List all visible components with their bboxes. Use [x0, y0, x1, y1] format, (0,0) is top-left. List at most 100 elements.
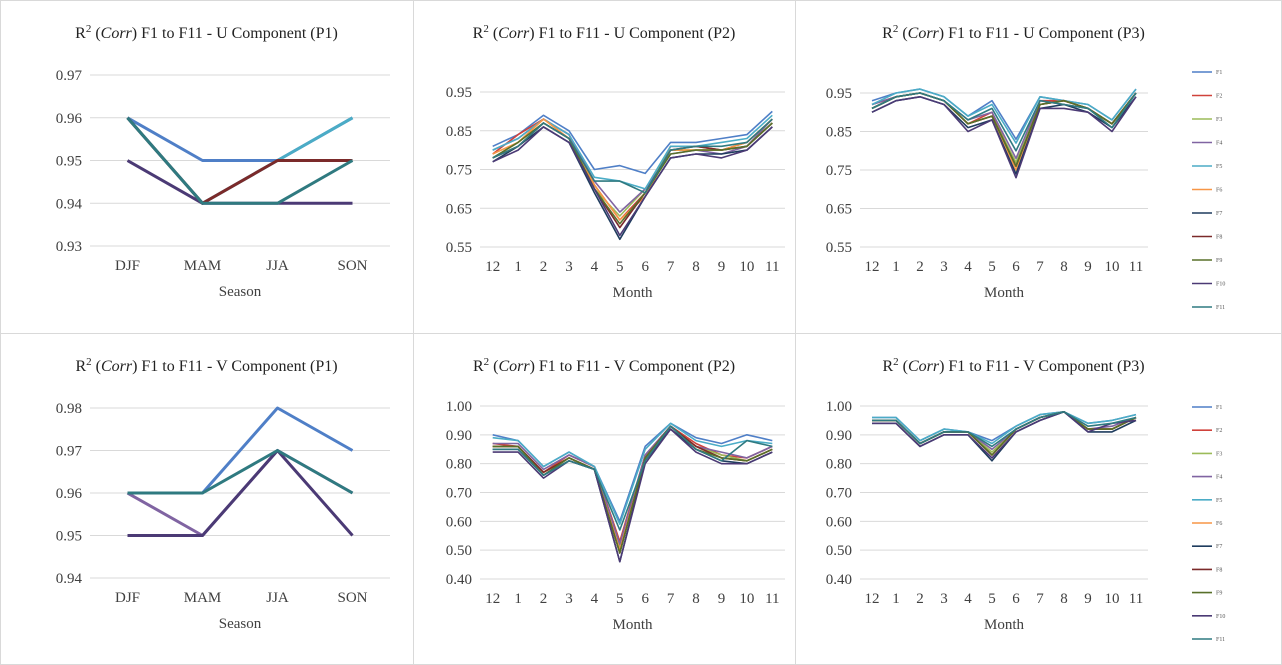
series-line-f10: [872, 410, 1137, 459]
legend-label: F3: [1216, 117, 1222, 123]
x-tick-label: 9: [1084, 259, 1092, 275]
legend-label: F10: [1216, 614, 1225, 620]
y-tick-label: 0.75: [826, 163, 852, 179]
y-tick-label: 0.97: [56, 68, 83, 84]
y-tick-label: 0.97: [56, 444, 83, 460]
y-tick-label: 0.65: [826, 202, 852, 218]
x-tick-label: JJA: [266, 258, 289, 274]
legend-label: F11: [1216, 305, 1225, 311]
legend-label: F7: [1216, 211, 1222, 217]
y-tick-label: 1.00: [826, 399, 852, 415]
x-tick-label: JJA: [266, 590, 289, 606]
chart-v-p1: R2 (Corr) F1 to F11 - V Component (P1) 0.…: [56, 356, 390, 632]
x-tick-label: 12: [865, 259, 880, 275]
x-axis-label: Month: [612, 617, 653, 633]
chart-title: R2 (Corr) F1 to F11 - V Component (P2): [473, 356, 735, 375]
x-tick-label: 12: [485, 591, 500, 607]
series-line-f10: [127, 449, 354, 537]
x-tick-label: 9: [718, 591, 726, 607]
x-tick-label: 1: [514, 259, 522, 275]
series-line-f1: [492, 110, 773, 175]
x-axis-label: Season: [219, 284, 262, 300]
series-line-f3: [871, 92, 1137, 164]
x-tick-label: 3: [565, 591, 573, 607]
x-tick-label: 3: [940, 591, 948, 607]
x-tick-label: 4: [964, 259, 972, 275]
x-tick-label: MAM: [184, 590, 222, 606]
x-tick-label: 1: [892, 259, 900, 275]
x-tick-label: DJF: [115, 590, 140, 606]
y-tick-label: 0.55: [446, 240, 472, 256]
y-tick-label: 0.90: [826, 428, 852, 444]
legend-label: F6: [1216, 188, 1222, 194]
legend-label: F3: [1216, 451, 1222, 457]
y-tick-label: 0.55: [826, 240, 852, 256]
chart-title: R2 (Corr) F1 to F11 - U Component (P3): [882, 23, 1145, 42]
y-tick-label: 0.70: [826, 486, 852, 502]
legend-label: F1: [1216, 70, 1222, 76]
legend-label: F10: [1216, 282, 1225, 288]
x-tick-label: 10: [1105, 591, 1120, 607]
series-line-f9: [492, 425, 773, 554]
x-tick-label: 4: [591, 259, 599, 275]
chart-u-p1: R2 (Corr) F1 to F11 - U Component (P1) 0.…: [56, 23, 390, 300]
x-tick-label: 4: [591, 591, 599, 607]
legend-label: F9: [1216, 591, 1222, 597]
series-line-f11: [872, 410, 1137, 448]
x-tick-label: 7: [1036, 591, 1044, 607]
x-tick-label: 10: [739, 259, 754, 275]
series-line-f10: [492, 126, 773, 237]
y-tick-label: 0.40: [446, 572, 472, 588]
y-tick-label: 1.00: [446, 399, 472, 415]
series-line-f4: [872, 410, 1137, 451]
x-tick-label: 7: [1036, 259, 1044, 275]
y-tick-label: 0.85: [826, 125, 852, 141]
x-tick-label: 1: [514, 591, 522, 607]
x-tick-label: 7: [667, 259, 675, 275]
series-line-f10: [492, 428, 773, 563]
series-line-f7: [492, 126, 773, 241]
x-tick-label: 8: [1060, 591, 1068, 607]
chart-title: R2 (Corr) F1 to F11 - V Component (P1): [75, 356, 337, 375]
series-line-f11: [492, 425, 773, 531]
x-tick-label: 10: [739, 591, 754, 607]
x-tick-label: 2: [916, 591, 924, 607]
series-line-f5: [872, 410, 1137, 445]
y-tick-label: 0.85: [446, 124, 472, 140]
y-tick-label: 0.95: [56, 529, 82, 545]
x-tick-label: 11: [765, 259, 779, 275]
y-tick-label: 0.75: [446, 163, 472, 179]
x-tick-label: 8: [692, 259, 700, 275]
chart-title: R2 (Corr) F1 to F11 - U Component (P1): [75, 23, 338, 42]
y-tick-label: 0.80: [826, 457, 852, 473]
y-tick-label: 0.50: [826, 543, 852, 559]
x-tick-label: SON: [337, 590, 367, 606]
chart-u-p3: R2 (Corr) F1 to F11 - U Component (P3) 0.…: [826, 23, 1226, 311]
legend-label: F11: [1216, 637, 1225, 643]
x-tick-label: 11: [765, 591, 779, 607]
x-tick-label: 6: [641, 591, 649, 607]
chart-title: R2 (Corr) F1 to F11 - V Component (P3): [882, 356, 1144, 375]
legend-label: F4: [1216, 141, 1222, 147]
y-tick-label: 0.93: [56, 239, 82, 255]
x-tick-label: 11: [1129, 591, 1143, 607]
x-tick-label: 6: [641, 259, 649, 275]
x-axis-label: Season: [219, 616, 262, 632]
legend-label: F2: [1216, 428, 1222, 434]
y-tick-label: 0.90: [446, 428, 472, 444]
x-tick-label: 6: [1012, 259, 1020, 275]
series-line-f11: [127, 449, 354, 495]
x-tick-label: DJF: [115, 258, 140, 274]
series-line-f8: [492, 122, 773, 229]
x-tick-label: 4: [964, 591, 972, 607]
x-axis-label: Month: [612, 285, 653, 301]
series-line-f8: [492, 425, 773, 554]
x-tick-label: 1: [892, 591, 900, 607]
series-line-f5: [492, 422, 773, 526]
series-line-f5: [871, 88, 1137, 144]
series-line-f10: [871, 96, 1137, 179]
legend-label: F1: [1216, 405, 1222, 411]
x-tick-label: SON: [337, 258, 367, 274]
legend-label: F9: [1216, 258, 1222, 264]
